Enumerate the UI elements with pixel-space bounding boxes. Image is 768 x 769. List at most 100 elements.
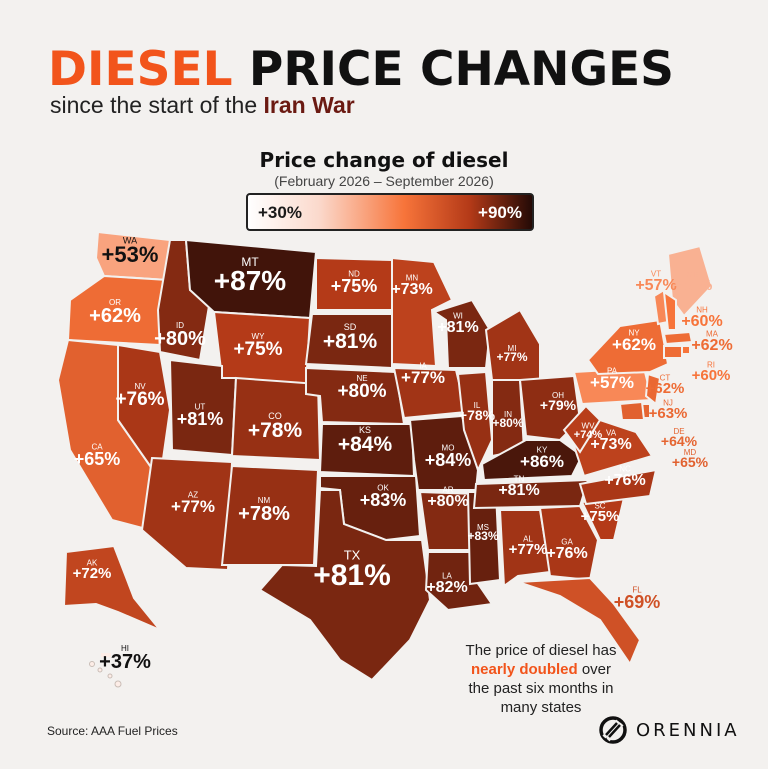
state-fl-value: +69% xyxy=(614,592,661,612)
state-nv-abbr: NV xyxy=(134,382,146,391)
state-hi-value: +37% xyxy=(99,651,151,673)
state-pa-value: +57% xyxy=(590,373,634,392)
note-line2: over xyxy=(577,661,612,678)
state-mt-abbr: MT xyxy=(241,255,259,269)
state-ia-abbr: IA xyxy=(419,362,427,371)
state-ma-abbr: MA xyxy=(706,329,719,338)
note-highlight: nearly doubled xyxy=(470,661,578,678)
orennia-logo-icon xyxy=(599,716,627,744)
state-or-abbr: OR xyxy=(109,298,121,307)
state-la-value: +82% xyxy=(426,579,467,596)
state-wa-abbr: WA xyxy=(123,235,137,245)
state-ga-value: +76% xyxy=(546,545,587,562)
state-ma-shape xyxy=(662,330,694,346)
legend-min-label: +30% xyxy=(258,203,302,222)
state-la-abbr: LA xyxy=(442,571,452,580)
state-me-abbr: ME xyxy=(687,270,699,279)
state-mn-shape xyxy=(391,256,454,368)
state-wi-abbr: WI xyxy=(453,311,463,320)
state-in-abbr: IN xyxy=(504,410,512,419)
state-mi-abbr: MI xyxy=(508,344,517,353)
state-wi-shape xyxy=(431,298,492,369)
state-mn-value: +73% xyxy=(391,281,432,298)
brand: ORENNIA xyxy=(598,715,740,745)
state-nj-shape xyxy=(644,372,662,406)
state-ar-value: +80% xyxy=(427,493,468,510)
state-il-shape xyxy=(456,370,494,473)
state-ct-shape xyxy=(663,345,683,359)
state-wv-value: +74% xyxy=(574,429,603,441)
state-ca-abbr: CA xyxy=(91,443,103,452)
state-or-value: +62% xyxy=(89,305,141,327)
state-wa-value: +53% xyxy=(102,242,159,267)
state-oh-abbr: OH xyxy=(552,391,564,400)
state-oh-value: +79% xyxy=(540,397,577,413)
state-al-abbr: AL xyxy=(523,534,533,543)
title-rest: PRICE CHANGES xyxy=(232,42,675,97)
state-ks-value: +84% xyxy=(338,433,393,456)
state-nm-value: +78% xyxy=(238,503,290,525)
state-al-shape xyxy=(498,509,552,588)
state-tx-shape xyxy=(258,489,432,682)
state-vt-value: +57% xyxy=(635,277,676,294)
state-nm-abbr: NM xyxy=(258,496,271,505)
state-az-abbr: AZ xyxy=(188,491,198,500)
state-sc-abbr: SC xyxy=(594,501,605,510)
state-ok-value: +83% xyxy=(360,490,407,510)
hawaii-island-4 xyxy=(114,680,122,688)
state-ri-value: +60% xyxy=(692,367,731,384)
state-me-shape xyxy=(666,244,714,318)
legend-color-scale: +30% +90% xyxy=(246,193,534,231)
note-line1: The price of diesel has xyxy=(465,642,617,659)
state-or-shape xyxy=(66,274,170,347)
state-nv-value: +76% xyxy=(115,389,164,410)
legend-title: Price change of diesel xyxy=(259,148,509,172)
state-ut-value: +81% xyxy=(177,409,224,429)
state-ar-abbr: AR xyxy=(442,485,453,494)
state-wy-abbr: WY xyxy=(252,332,266,341)
annotation-note: The price of diesel has nearly doubled o… xyxy=(396,641,686,717)
state-ne-abbr: NE xyxy=(356,374,367,383)
subtitle-highlight: Iran War xyxy=(263,92,355,118)
state-tn-value: +81% xyxy=(498,482,539,499)
state-hi-abbr: HI xyxy=(121,644,129,653)
state-ky-abbr: KY xyxy=(537,446,548,455)
state-de-abbr: DE xyxy=(673,427,684,436)
state-al-value: +77% xyxy=(509,541,548,558)
hawaii-island-1 xyxy=(89,661,95,667)
state-tx-value: +81% xyxy=(313,559,391,592)
state-ga-shape xyxy=(538,504,600,582)
state-ca-value: +65% xyxy=(74,449,121,469)
state-co-value: +78% xyxy=(248,419,303,442)
state-ny-value: +62% xyxy=(612,335,656,354)
state-ut-abbr: UT xyxy=(195,403,206,412)
state-de-value: +64% xyxy=(661,433,698,449)
state-tx-abbr: TX xyxy=(344,548,361,563)
state-vt-abbr: VT xyxy=(651,269,661,278)
hawaii-island-3 xyxy=(107,673,113,679)
brand-name: ORENNIA xyxy=(636,719,740,741)
state-va-abbr: VA xyxy=(606,428,617,437)
state-fl-shape xyxy=(517,576,642,667)
state-az-shape xyxy=(140,456,234,572)
state-md-abbr: MD xyxy=(684,448,697,457)
state-nc-shape xyxy=(578,468,658,506)
state-ak-shape xyxy=(62,544,161,631)
state-mo-abbr: MO xyxy=(442,444,455,453)
state-ct-value: +62% xyxy=(646,380,685,397)
state-ia-value: +77% xyxy=(401,368,445,387)
state-wv-shape xyxy=(562,404,602,454)
state-ny-shape xyxy=(586,318,670,376)
source-credit: Source: AAA Fuel Prices xyxy=(47,724,178,738)
page-subtitle: since the start of the Iran War xyxy=(50,92,355,119)
state-ga-abbr: GA xyxy=(561,537,573,546)
state-ak-abbr: AK xyxy=(87,558,98,567)
state-ks-abbr: KS xyxy=(359,425,371,435)
state-sd-value: +81% xyxy=(323,330,378,353)
legend-period: (February 2026 – September 2026) xyxy=(274,173,494,189)
page-title: DIESEL PRICE CHANGES xyxy=(48,44,674,96)
state-ri-shape xyxy=(681,345,691,355)
state-nc-value: +76% xyxy=(604,472,645,489)
state-ky-value: +86% xyxy=(520,452,564,471)
state-sc-value: +75% xyxy=(581,508,620,525)
